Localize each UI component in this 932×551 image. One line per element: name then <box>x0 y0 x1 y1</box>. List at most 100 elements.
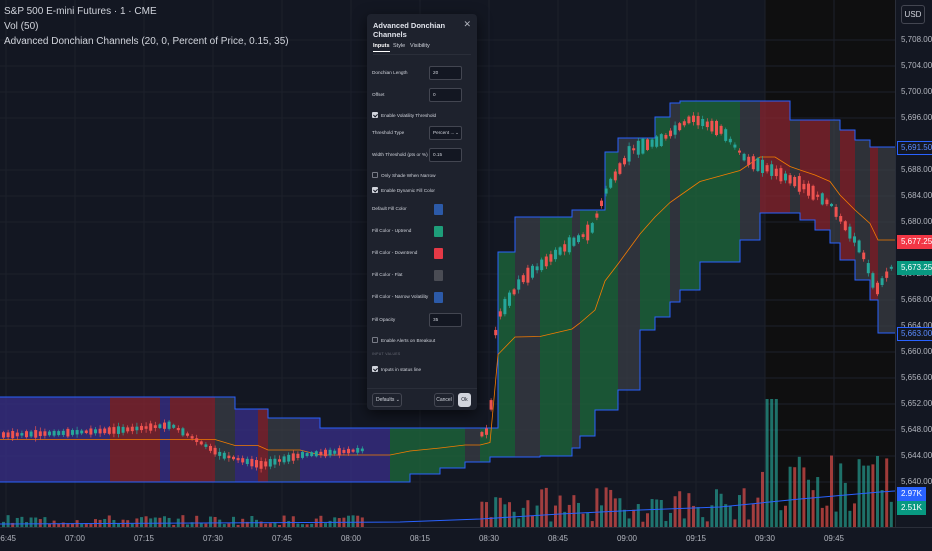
candle-body <box>163 422 166 429</box>
donchian-length-label: Donchian Length <box>372 70 408 75</box>
dynamic-fill-row[interactable]: Enable Dynamic Fill Color <box>372 184 472 198</box>
volume-bar <box>29 517 33 527</box>
volume-bar <box>227 523 231 527</box>
candle-body <box>503 298 507 315</box>
enable-volatility-label[interactable]: Enable Volatility Threshold <box>381 113 437 118</box>
volume-bar <box>793 467 797 527</box>
candle-body <box>512 289 516 295</box>
volume-bar <box>742 488 746 527</box>
volume-bar <box>600 505 603 527</box>
default-fill-label: Default Fill Color <box>372 206 407 211</box>
candle-body <box>98 428 102 434</box>
volume-bar <box>296 523 300 527</box>
downtrend-fill-swatch[interactable] <box>434 248 443 259</box>
volume-bar <box>636 504 640 527</box>
enable-alerts-row[interactable]: Enable Alerts on Breakout <box>372 334 472 348</box>
inputs-status-row[interactable]: Inputs in status line <box>372 363 472 377</box>
only-shade-checkbox[interactable] <box>372 172 378 178</box>
price-tick: 5,664.00 <box>901 321 932 330</box>
candle-body <box>604 188 608 194</box>
volume-bar <box>696 507 700 527</box>
close-icon[interactable]: ✕ <box>463 19 471 29</box>
indicator-legend[interactable]: Advanced Donchian Channels (20, 0, Perce… <box>4 36 289 47</box>
candle-body <box>209 445 212 451</box>
currency-button[interactable]: USD <box>901 5 925 24</box>
candle-body <box>11 430 15 439</box>
candle-body <box>181 428 185 436</box>
enable-volatility-checkbox[interactable] <box>372 112 378 118</box>
donchian-length-input[interactable]: 20 <box>429 66 462 80</box>
time-axis[interactable]: 06:45 07:00 07:15 07:30 07:45 08:00 08:15 08:30… <box>0 527 932 551</box>
price-tag: 5,691.50 <box>897 141 932 155</box>
volume-bar <box>144 516 148 527</box>
enable-alerts-label[interactable]: Enable Alerts on Breakout <box>381 338 436 343</box>
candle-body <box>825 199 829 205</box>
volume-bar <box>535 505 539 527</box>
only-shade-label[interactable]: Only Shade When Narrow <box>381 173 436 178</box>
candle-body <box>48 431 51 436</box>
price-tick: 5,688.00 <box>901 165 932 174</box>
threshold-type-select[interactable]: Percent ... ⌄ <box>429 126 462 140</box>
tab-inputs[interactable]: Inputs <box>373 43 390 52</box>
uptrend-fill-swatch[interactable] <box>434 226 443 237</box>
volume-bar <box>236 524 240 527</box>
dynamic-fill-checkbox[interactable] <box>372 187 378 193</box>
candle-body <box>319 451 323 455</box>
volume-bar <box>222 524 226 527</box>
enable-alerts-checkbox[interactable] <box>372 337 378 343</box>
volume-bar <box>719 493 723 527</box>
candle-body <box>880 278 884 285</box>
candle-body <box>857 240 861 253</box>
volume-bar <box>687 493 691 527</box>
uptrend-fill-label: Fill Color - Uptrend <box>372 228 412 233</box>
fill-opacity-input[interactable]: 35 <box>429 313 462 327</box>
chevron-down-icon: ⌄ <box>455 130 459 135</box>
candle-body <box>673 125 677 135</box>
symbol-title[interactable]: S&P 500 E-mini Futures · 1 · CME <box>4 6 157 17</box>
narrow-fill-swatch[interactable] <box>434 292 443 303</box>
default-fill-row: Default Fill Color <box>372 202 472 216</box>
time-tick: 09:30 <box>754 534 776 543</box>
candle-body <box>554 249 557 260</box>
volume-bar <box>581 513 585 527</box>
volume-bar <box>531 515 534 527</box>
only-shade-row[interactable]: Only Shade When Narrow <box>372 169 472 183</box>
inputs-status-checkbox[interactable] <box>372 366 378 372</box>
default-fill-swatch[interactable] <box>434 204 443 215</box>
flat-fill-swatch[interactable] <box>434 270 443 281</box>
volume-bar <box>866 465 870 527</box>
volume-bar <box>130 523 134 527</box>
downtrend-fill-row: Fill Color - Downtrend <box>372 246 472 260</box>
flat-fill-label: Fill Color - Flat <box>372 272 403 277</box>
price-axis[interactable]: 5,708.00 5,704.00 5,700.00 5,696.00 5,688.00… <box>895 0 932 527</box>
ok-button[interactable]: Ok <box>458 393 471 407</box>
candle-body <box>153 425 157 428</box>
volume-bar <box>618 498 622 527</box>
volume-bar <box>646 513 649 527</box>
volume-bar <box>641 521 645 527</box>
volume-bar <box>347 515 350 527</box>
enable-volatility-row[interactable]: Enable Volatility Threshold <box>372 109 472 123</box>
price-tick: 5,668.00 <box>901 295 932 304</box>
volume-bar <box>89 523 93 527</box>
threshold-type-label: Threshold Type <box>372 130 405 135</box>
price-tag: 5,677.25 <box>897 235 932 249</box>
candle-body <box>195 438 199 443</box>
offset-input[interactable]: 0 <box>429 88 462 102</box>
candle-body <box>586 224 590 241</box>
candle-body <box>747 156 751 165</box>
inputs-status-label[interactable]: Inputs in status line <box>381 367 422 372</box>
candle-body <box>609 178 613 188</box>
volume-bar <box>779 510 783 527</box>
defaults-dropdown[interactable]: Defaults ⌄ <box>372 393 402 407</box>
tab-style[interactable]: Style <box>393 43 406 49</box>
cancel-button[interactable]: Cancel <box>434 393 454 407</box>
width-threshold-input[interactable]: 0.15 <box>429 148 462 162</box>
tab-visibility[interactable]: Visibility <box>410 43 430 49</box>
volume-bar <box>586 513 590 527</box>
candle-body <box>333 450 337 454</box>
volume-bar <box>255 519 258 527</box>
volume-legend[interactable]: Vol (50) <box>4 21 39 32</box>
dynamic-fill-label[interactable]: Enable Dynamic Fill Color <box>381 188 435 193</box>
volume-bar <box>526 500 530 527</box>
